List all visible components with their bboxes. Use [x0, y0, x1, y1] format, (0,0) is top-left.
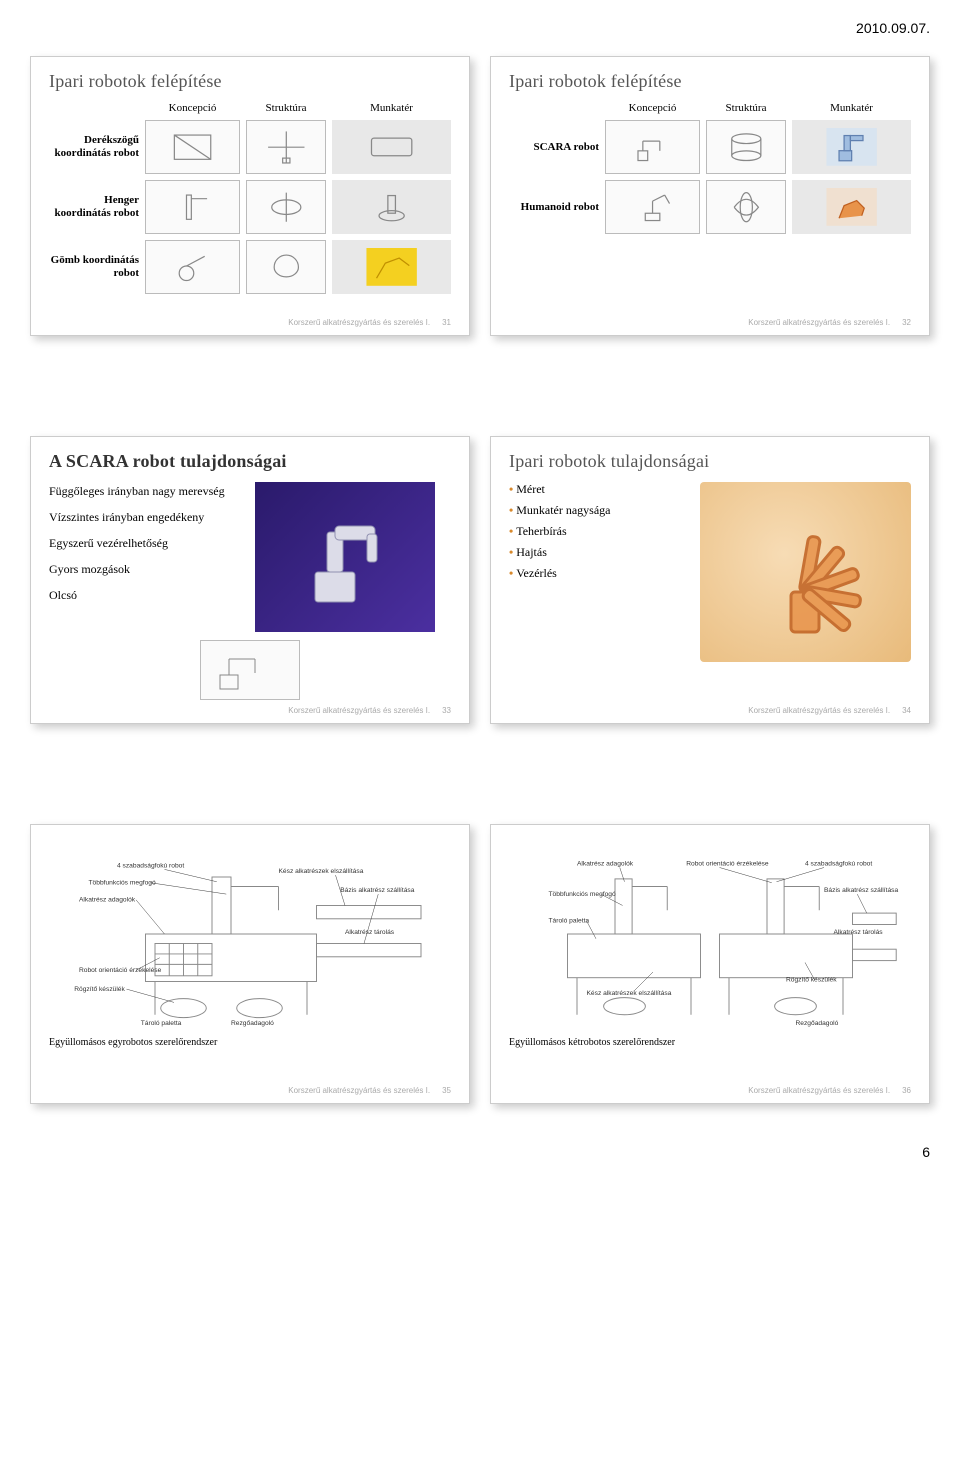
robot-grid: Koncepció Struktúra Munkatér SCARA robot…: [509, 102, 911, 234]
assembly-diagram-single: 4 szabadságfokú robot Többfunkciós megfo…: [49, 839, 451, 1029]
diagram-cell: [145, 180, 240, 234]
scara-point: Függőleges irányban nagy merevség: [49, 482, 230, 500]
diagram-cell: [605, 120, 700, 174]
col-header: Munkatér: [332, 102, 451, 114]
footer-text: Korszerű alkatrészgyártás és szerelés I.: [748, 1086, 890, 1095]
label: Kész alkatrészek elszállítása: [587, 990, 672, 997]
label: Rögzítő készülék: [786, 977, 837, 984]
diagram-cell: [145, 240, 240, 294]
slide-footer: Korszerű alkatrészgyártás és szerelés I.…: [49, 1086, 451, 1095]
label: Rögzítő készülék: [74, 986, 125, 993]
photo-cell: [792, 120, 911, 174]
footer-text: Korszerű alkatrészgyártás és szerelés I.: [748, 318, 890, 327]
row-label: Henger koordinátás robot: [49, 194, 139, 219]
photo-cell: [792, 180, 911, 234]
page-number: 6: [30, 1144, 930, 1160]
row-label: Gömb koordinátás robot: [49, 254, 139, 279]
footer-page: 35: [442, 1086, 451, 1095]
slide-row-1: Ipari robotok felépítése Koncepció Struk…: [30, 56, 930, 336]
label: Tároló paletta: [549, 918, 590, 925]
slide-title: Ipari robotok felépítése: [49, 71, 451, 92]
scara-photo: [255, 482, 435, 632]
footer-text: Korszerű alkatrészgyártás és szerelés I.: [288, 1086, 430, 1095]
slide-title: Ipari robotok felépítése: [509, 71, 911, 92]
diagram-cell: [706, 180, 786, 234]
slide-footer: Korszerű alkatrészgyártás és szerelés I.…: [49, 706, 451, 715]
label: Robot orientáció érzékelése: [686, 861, 769, 868]
slide-34: Ipari robotok tulajdonságai Méret Munkat…: [490, 436, 930, 724]
scara-point: Egyszerű vezérelhetőség: [49, 534, 230, 552]
assembly-caption: Együllomásos egyrobotos szerelőrendszer: [49, 1037, 451, 1048]
diagram-cell: [246, 240, 326, 294]
assembly-caption: Együllomásos kétrobotos szerelőrendszer: [509, 1037, 911, 1048]
property-item: Munkatér nagysága: [509, 503, 690, 518]
slide-footer: Korszerű alkatrészgyártás és szerelés I.…: [49, 318, 451, 327]
slide-35: 4 szabadságfokú robot Többfunkciós megfo…: [30, 824, 470, 1104]
footer-page: 32: [902, 318, 911, 327]
label: Alkatrész tárolás: [834, 929, 884, 936]
slide-row-3: 4 szabadságfokú robot Többfunkciós megfo…: [30, 824, 930, 1104]
slide-title: Ipari robotok tulajdonságai: [509, 451, 911, 472]
col-header: Koncepció: [145, 102, 240, 114]
row-label: SCARA robot: [509, 141, 599, 154]
label: Bázis alkatrész szállítása: [340, 887, 414, 894]
label: Kész alkatrészek elszállítása: [279, 868, 364, 875]
photo-cell: [332, 240, 451, 294]
robot-grid: Koncepció Struktúra Munkatér Derékszögű …: [49, 102, 451, 294]
col-header: Struktúra: [706, 102, 786, 114]
row-label: Derékszögű koordinátás robot: [49, 134, 139, 159]
row-label: Humanoid robot: [509, 201, 599, 214]
label: 4 szabadságfokú robot: [117, 863, 184, 870]
slide-36: Alkatrész adagolók Többfunkciós megfogó …: [490, 824, 930, 1104]
diagram-cell: [246, 120, 326, 174]
col-header: Munkatér: [792, 102, 911, 114]
robot-reach-image: [700, 482, 911, 662]
label: Rezgőadagoló: [231, 1020, 274, 1027]
footer-text: Korszerű alkatrészgyártás és szerelés I.: [748, 706, 890, 715]
diagram-cell: [605, 180, 700, 234]
slide-31: Ipari robotok felépítése Koncepció Struk…: [30, 56, 470, 336]
properties-list: Méret Munkatér nagysága Teherbírás Hajtá…: [509, 482, 690, 700]
label: Robot orientáció érzékelése: [79, 967, 162, 974]
col-header: Struktúra: [246, 102, 326, 114]
label: 4 szabadságfokú robot: [805, 861, 872, 868]
label: Tároló paletta: [141, 1020, 182, 1027]
scara-line-drawing: [200, 640, 300, 700]
slide-title: A SCARA robot tulajdonságai: [49, 451, 451, 472]
label: Többfunkciós megfogó: [89, 880, 156, 887]
footer-page: 34: [902, 706, 911, 715]
property-item: Méret: [509, 482, 690, 497]
footer-text: Korszerű alkatrészgyártás és szerelés I.: [288, 318, 430, 327]
diagram-cell: [706, 120, 786, 174]
property-item: Vezérlés: [509, 566, 690, 581]
label: Bázis alkatrész szállítása: [824, 887, 898, 894]
label: Alkatrész tárolás: [345, 929, 395, 936]
footer-page: 31: [442, 318, 451, 327]
property-item: Teherbírás: [509, 524, 690, 539]
diagram-cell: [246, 180, 326, 234]
scara-point: Olcsó: [49, 586, 230, 604]
slide-footer: Korszerű alkatrészgyártás és szerelés I.…: [509, 318, 911, 327]
slide-33: A SCARA robot tulajdonságai Függőleges i…: [30, 436, 470, 724]
page-date: 2010.09.07.: [30, 20, 930, 36]
col-header: Koncepció: [605, 102, 700, 114]
slide-footer: Korszerű alkatrészgyártás és szerelés I.…: [509, 1086, 911, 1095]
slide-32: Ipari robotok felépítése Koncepció Struk…: [490, 56, 930, 336]
slide-row-2: A SCARA robot tulajdonságai Függőleges i…: [30, 436, 930, 724]
label: Alkatrész adagolók: [79, 897, 136, 904]
scara-point: Gyors mozgások: [49, 560, 230, 578]
diagram-cell: [145, 120, 240, 174]
scara-point: Vízszintes irányban engedékeny: [49, 508, 230, 526]
photo-cell: [332, 120, 451, 174]
photo-cell: [332, 180, 451, 234]
footer-text: Korszerű alkatrészgyártás és szerelés I.: [288, 706, 430, 715]
footer-page: 33: [442, 706, 451, 715]
slide-footer: Korszerű alkatrészgyártás és szerelés I.…: [509, 706, 911, 715]
footer-page: 36: [902, 1086, 911, 1095]
property-item: Hajtás: [509, 545, 690, 560]
label: Rezgőadagoló: [796, 1020, 839, 1027]
assembly-diagram-dual: Alkatrész adagolók Többfunkciós megfogó …: [509, 839, 911, 1029]
label: Alkatrész adagolók: [577, 861, 634, 868]
